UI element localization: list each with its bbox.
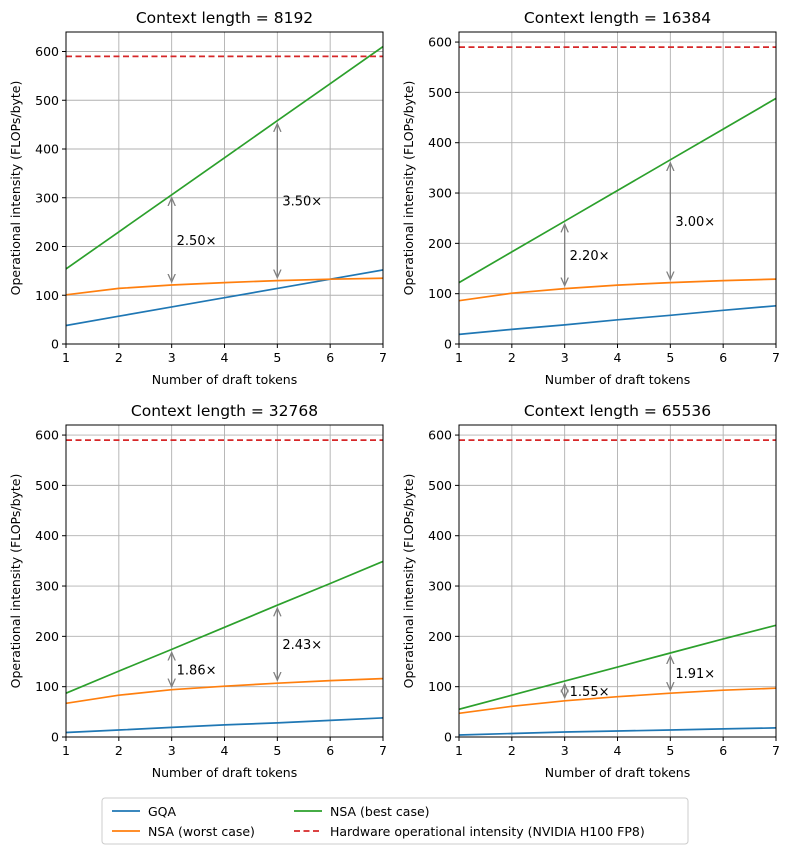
legend: GQA NSA (best case) NSA (worst case) Hardwa… (101, 797, 689, 845)
x-tick-label: 7 (772, 743, 780, 758)
ratio-label: 2.50× (177, 234, 217, 249)
series-line-nsa-worst-case (459, 687, 776, 715)
y-tick-label: 600 (428, 35, 452, 50)
x-axis-label: Number of draft tokens (152, 372, 297, 387)
y-tick-label: 0 (444, 337, 452, 352)
x-tick-label: 4 (221, 350, 229, 365)
x-tick-label: 1 (62, 350, 70, 365)
x-tick-label: 3 (561, 350, 569, 365)
y-axis-label: Operational intensity (FLOPs/byte) (401, 474, 416, 689)
subplot-1: 2.50× 3.50× 1 2 3 4 5 6 7 0 100 200 300 400 500 600 Cont… (8, 9, 387, 387)
x-tick-label: 5 (666, 350, 674, 365)
ratio-label: 1.86× (177, 664, 217, 679)
legend-label: NSA (worst case) (148, 824, 255, 839)
series-line-nsa-best-case (459, 97, 776, 284)
x-tick-label: 5 (273, 743, 281, 758)
ratio-label: 3.50× (282, 195, 322, 210)
x-tick-label: 1 (62, 743, 70, 758)
series-line-nsa-worst-case (66, 677, 383, 705)
y-tick-label: 500 (35, 478, 59, 493)
y-tick-label: 200 (428, 629, 452, 644)
ratio-label: 1.91× (675, 667, 715, 682)
subplot-title: Context length = 8192 (136, 9, 313, 27)
x-tick-label: 6 (719, 350, 727, 365)
ratio-label: 1.55× (570, 685, 610, 700)
subplot-2: 2.20× 3.00× 1 2 3 4 5 6 7 0 100 200 300 400 500 600 Cont… (401, 9, 780, 387)
y-axis-label: Operational intensity (FLOPs/byte) (8, 81, 23, 296)
y-tick-label: 0 (444, 730, 452, 745)
subplot-3: 1.86× 2.43× 1 2 3 4 5 6 7 0 100 200 300 400 500 600 Cont… (8, 402, 387, 780)
x-tick-label: 5 (273, 350, 281, 365)
y-tick-label: 300 (428, 579, 452, 594)
y-tick-label: 0 (51, 337, 59, 352)
ratio-label: 3.00× (675, 215, 715, 230)
x-tick-label: 5 (666, 743, 674, 758)
y-tick-label: 0 (51, 730, 59, 745)
y-tick-label: 400 (35, 142, 59, 157)
x-tick-label: 6 (326, 743, 334, 758)
y-tick-label: 300 (35, 190, 59, 205)
x-tick-label: 7 (772, 350, 780, 365)
legend-label: GQA (148, 804, 177, 819)
x-axis-label: Number of draft tokens (545, 372, 690, 387)
x-tick-label: 4 (614, 743, 622, 758)
y-tick-label: 400 (428, 135, 452, 150)
y-tick-label: 100 (35, 288, 59, 303)
x-tick-label: 2 (508, 350, 516, 365)
x-tick-label: 1 (455, 350, 463, 365)
y-tick-label: 400 (35, 528, 59, 543)
series-line-nsa-best-case (66, 45, 383, 270)
x-tick-label: 2 (115, 350, 123, 365)
x-axis-label: Number of draft tokens (152, 765, 297, 780)
series-line-nsa-best-case (66, 560, 383, 694)
y-tick-label: 100 (428, 679, 452, 694)
y-tick-label: 300 (35, 579, 59, 594)
series-line-gqa (459, 304, 776, 336)
x-tick-label: 4 (221, 743, 229, 758)
y-tick-label: 400 (428, 528, 452, 543)
x-tick-label: 4 (614, 350, 622, 365)
series-line-gqa (459, 727, 776, 736)
ratio-label: 2.20× (570, 249, 610, 264)
x-tick-label: 2 (115, 743, 123, 758)
x-tick-label: 3 (168, 743, 176, 758)
y-tick-label: 600 (35, 44, 59, 59)
y-tick-label: 600 (428, 428, 452, 443)
y-tick-label: 500 (428, 478, 452, 493)
y-tick-label: 100 (428, 286, 452, 301)
x-tick-label: 3 (168, 350, 176, 365)
series-line-nsa-best-case (459, 624, 776, 711)
x-tick-label: 6 (326, 350, 334, 365)
x-tick-label: 2 (508, 743, 516, 758)
subplot-title: Context length = 65536 (524, 402, 711, 420)
y-axis-label: Operational intensity (FLOPs/byte) (401, 81, 416, 296)
legend-frame (101, 797, 689, 845)
series-line-nsa-worst-case (66, 277, 383, 296)
y-tick-label: 100 (35, 679, 59, 694)
y-tick-label: 600 (35, 428, 59, 443)
y-tick-label: 500 (428, 85, 452, 100)
x-tick-label: 7 (379, 350, 387, 365)
y-tick-label: 200 (35, 629, 59, 644)
legend-label: NSA (best case) (330, 804, 430, 819)
x-tick-label: 7 (379, 743, 387, 758)
y-tick-label: 300 (428, 186, 452, 201)
y-tick-label: 500 (35, 93, 59, 108)
x-tick-label: 6 (719, 743, 727, 758)
series-line-gqa (66, 717, 383, 734)
subplot-4: 1.55× 1.91× 1 2 3 4 5 6 7 0 100 200 300 400 500 600 Cont… (401, 402, 780, 780)
x-tick-label: 3 (561, 743, 569, 758)
subplot-title: Context length = 32768 (131, 402, 318, 420)
subplot-title: Context length = 16384 (524, 9, 711, 27)
series-line-nsa-worst-case (459, 278, 776, 302)
ratio-label: 2.43× (282, 638, 322, 653)
legend-label: Hardware operational intensity (NVIDIA H… (330, 824, 645, 839)
y-axis-label: Operational intensity (FLOPs/byte) (8, 474, 23, 689)
y-tick-label: 200 (428, 236, 452, 251)
y-tick-label: 200 (35, 239, 59, 254)
x-axis-label: Number of draft tokens (545, 765, 690, 780)
x-tick-label: 1 (455, 743, 463, 758)
